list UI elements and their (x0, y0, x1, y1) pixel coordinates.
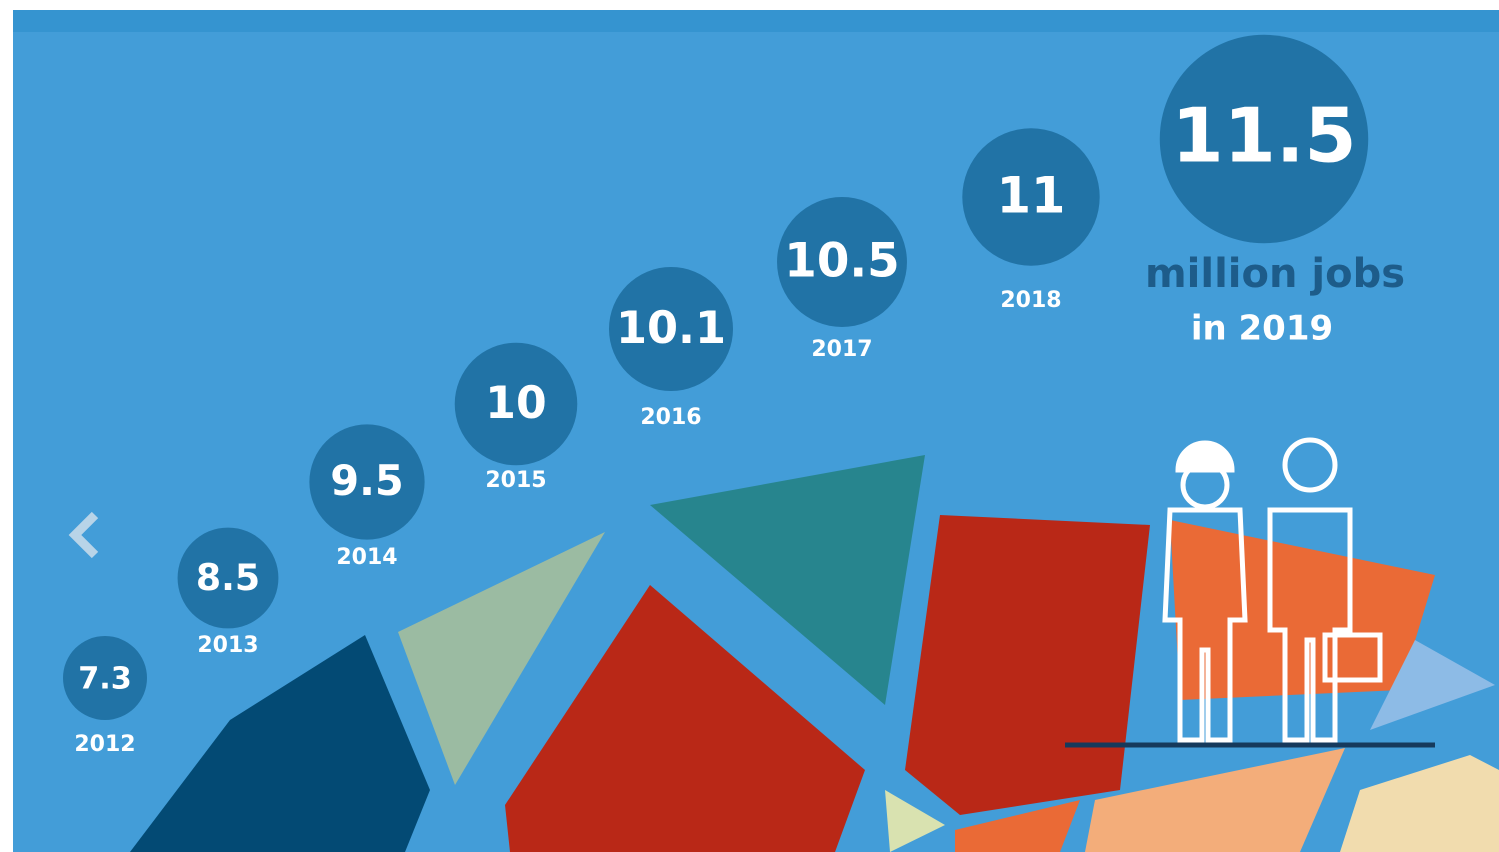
annotation: million jobs (1145, 251, 1405, 297)
value-label: 9.5 (330, 456, 403, 505)
year-label: 2018 (1000, 288, 1061, 313)
value-label: 11.5 (1171, 92, 1356, 180)
annotation: in 2019 (1191, 309, 1333, 349)
year-label: 2016 (640, 405, 701, 430)
year-label: 2014 (336, 545, 397, 570)
year-label: 2015 (485, 468, 546, 493)
infographic: million jobs in 2019 7.3 2012 8.5 2013 9.5 20… (0, 0, 1499, 852)
year-label: 2017 (811, 337, 872, 362)
value-label: 10.1 (616, 302, 726, 354)
value-label: 10.5 (784, 235, 899, 289)
year-label: 2013 (197, 633, 258, 658)
value-label: 8.5 (196, 556, 260, 599)
value-label: 11 (997, 167, 1066, 225)
top-strip (13, 10, 1499, 32)
value-label: 10 (485, 378, 546, 429)
year-label: 2012 (74, 732, 135, 757)
value-label: 7.3 (78, 662, 132, 697)
shape (905, 515, 1150, 815)
